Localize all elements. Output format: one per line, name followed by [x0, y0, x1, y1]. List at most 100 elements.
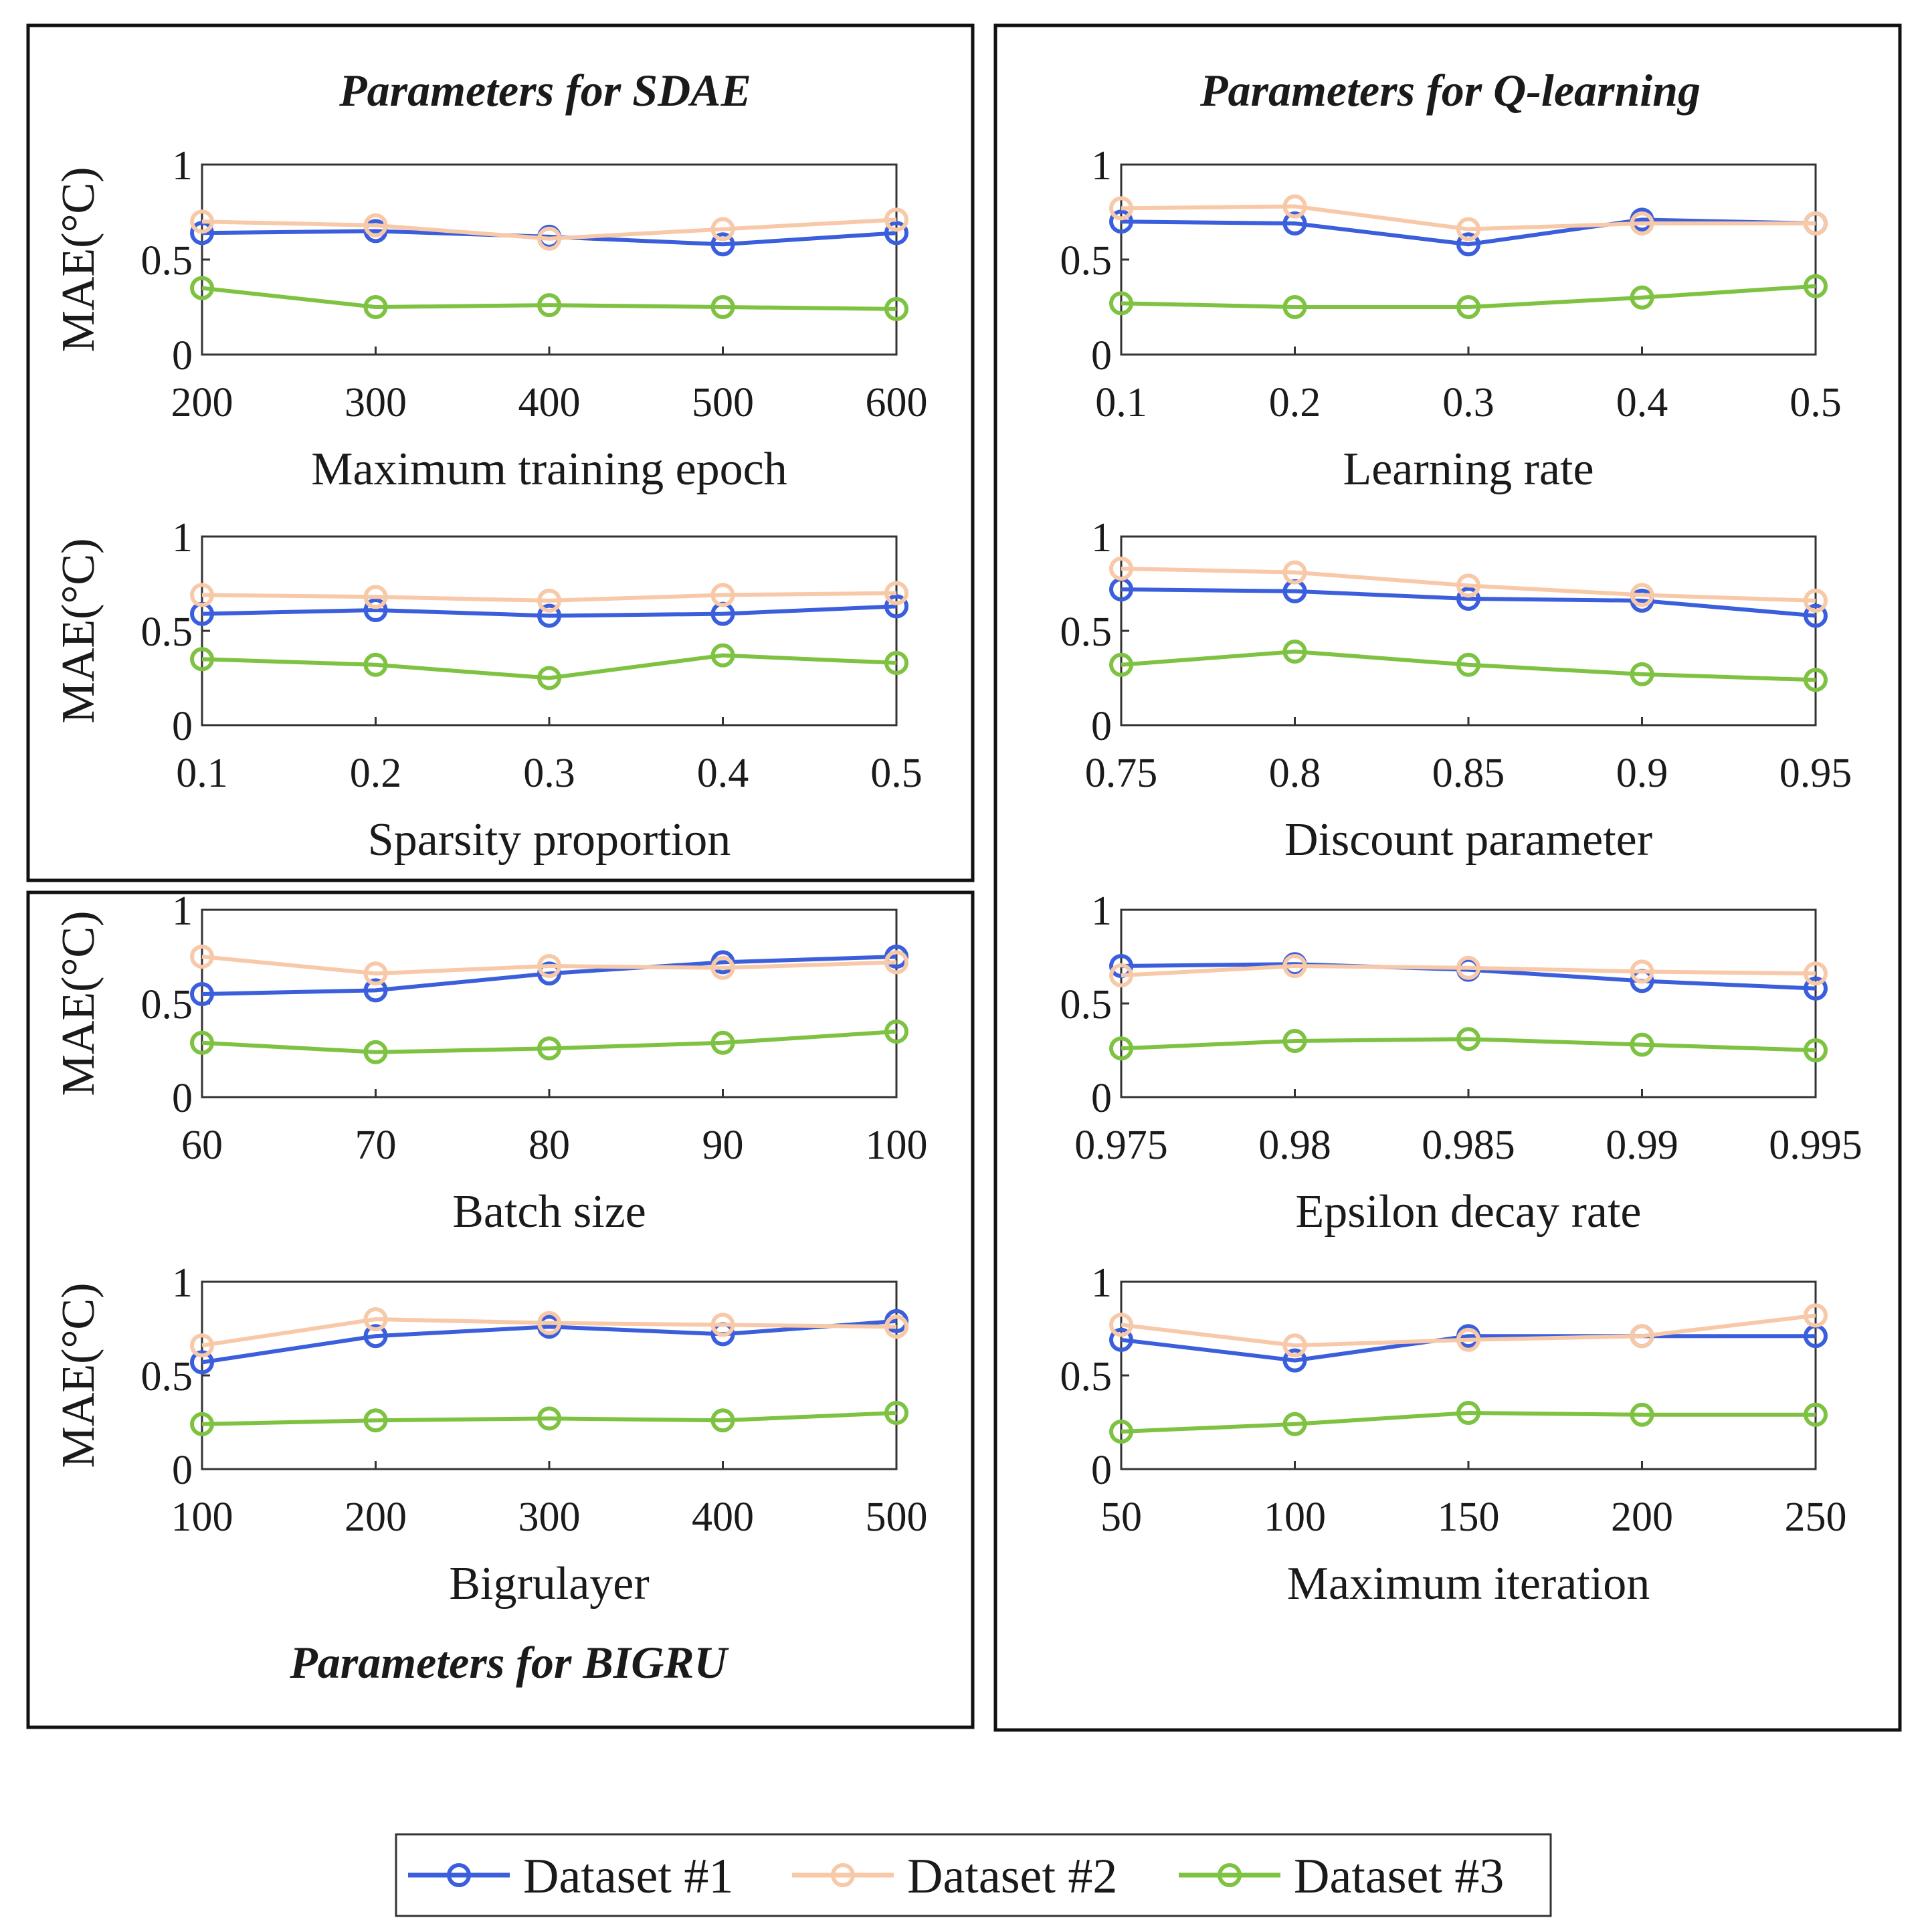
- x-tick-label: 0.1: [1095, 380, 1147, 425]
- data-point-dataset-3: [190, 276, 214, 300]
- data-point-dataset-3: [884, 296, 908, 321]
- data-point-dataset-3: [1456, 652, 1480, 677]
- data-point-dataset-3: [1109, 652, 1133, 677]
- series-line-dataset-3: [201, 1411, 897, 1426]
- x-tick-label: 70: [355, 1123, 397, 1168]
- x-tick-label: 0.1: [176, 751, 228, 796]
- data-point-dataset-2: [710, 583, 735, 607]
- series-line-dataset-1: [1121, 1334, 1816, 1363]
- y-axis-label: MAE(°C): [53, 1283, 104, 1468]
- data-point-dataset-2: [1804, 961, 1828, 986]
- subplot-7: 0 0.5 1 0.975 0.98 0.985 0.99 0.995 Epsilon deca…: [53, 888, 1862, 1238]
- x-tick-label: 80: [528, 1123, 570, 1168]
- data-point-dataset-2: [1109, 1313, 1133, 1337]
- x-tick-label: 300: [518, 1494, 581, 1540]
- series-line-dataset-2: [201, 217, 897, 241]
- data-point-dataset-2: [537, 1311, 561, 1335]
- data-point-dataset-1: [537, 603, 561, 628]
- data-point-dataset-3: [1109, 1036, 1133, 1061]
- data-point-dataset-3: [363, 295, 388, 319]
- x-tick-label: 60: [181, 1123, 223, 1168]
- series-line-dataset-1: [201, 604, 897, 618]
- data-point-dataset-3: [1456, 1027, 1480, 1052]
- x-tick-label: 0.2: [1269, 380, 1321, 425]
- data-point-dataset-2: [1630, 583, 1654, 607]
- y-tick-label: 1: [172, 888, 193, 934]
- data-point-dataset-2: [1282, 1333, 1307, 1358]
- data-point-dataset-1: [363, 597, 388, 622]
- series-line-dataset-2: [201, 1317, 897, 1348]
- x-tick-label: 0.975: [1074, 1123, 1168, 1168]
- data-point-dataset-3: [884, 1020, 908, 1044]
- legend-entry-dataset-1: Dataset #1: [408, 1849, 733, 1904]
- series-line-dataset-1: [1121, 587, 1816, 618]
- x-axis-label: Sparsity proportion: [368, 814, 731, 866]
- data-point-dataset-3: [884, 650, 908, 675]
- data-point-dataset-3: [537, 666, 561, 690]
- y-tick-label: 0.5: [141, 1354, 193, 1399]
- data-point-dataset-3: [1456, 295, 1480, 319]
- data-point-dataset-3: [1456, 1401, 1480, 1425]
- y-tick-label: 1: [172, 515, 193, 561]
- data-point-dataset-3: [710, 1408, 735, 1433]
- data-point-dataset-2: [190, 583, 214, 607]
- data-point-dataset-3: [710, 295, 735, 319]
- x-tick-label: 0.5: [870, 751, 923, 796]
- data-point-dataset-3: [1804, 1038, 1828, 1062]
- y-axis-label: MAE(°C): [53, 1283, 104, 1468]
- y-tick-label: 0.5: [141, 982, 193, 1028]
- x-tick-label: 0.5: [1790, 380, 1842, 425]
- legend-marker-dataset-3: [1218, 1863, 1242, 1887]
- x-tick-label: 150: [1438, 1494, 1500, 1540]
- y-tick-label: 0.5: [1060, 238, 1113, 284]
- legend-marker-dataset-1: [447, 1863, 471, 1887]
- axes-frame: [201, 535, 898, 727]
- series-line-dataset-3: [201, 286, 897, 311]
- x-tick-label: 200: [1611, 1494, 1673, 1540]
- sdae-group-title: Parameters for SDAE: [339, 65, 751, 116]
- x-tick-label: 100: [1264, 1494, 1326, 1540]
- subplot-1: 0 0.5 1 200 300 400 500 600 Maximum training epo…: [53, 143, 928, 495]
- y-tick-label: 0.5: [141, 609, 193, 655]
- data-point-dataset-1: [1804, 976, 1828, 1001]
- y-tick-label: 0: [1091, 1448, 1112, 1493]
- data-point-dataset-2: [710, 955, 735, 980]
- x-axis-label: Bigrulayer: [449, 1558, 649, 1610]
- subplot-3: 0 0.5 1 60 70 80 90 100 Batch size MAE(°C): [53, 888, 928, 1238]
- y-axis-label: MAE(°C): [53, 911, 104, 1096]
- x-tick-label: 0.995: [1769, 1123, 1862, 1168]
- x-tick-label: 0.85: [1432, 751, 1505, 796]
- data-point-dataset-3: [1109, 291, 1133, 316]
- data-point-dataset-2: [884, 1315, 908, 1339]
- data-point-dataset-1: [1109, 954, 1133, 978]
- x-axis-label: Batch size: [452, 1186, 646, 1238]
- series-line-dataset-3: [201, 1030, 897, 1054]
- data-point-dataset-2: [1630, 211, 1654, 236]
- qlearning-group-title: Parameters for Q-learning: [1199, 65, 1701, 116]
- axes-frame: [1120, 1280, 1817, 1470]
- data-point-dataset-3: [710, 643, 735, 668]
- series-line-dataset-2: [1121, 566, 1816, 603]
- series-line-dataset-3: [1121, 1037, 1816, 1052]
- series-line-dataset-3: [1121, 650, 1816, 682]
- data-point-dataset-1: [1109, 1327, 1133, 1352]
- series-line-dataset-2: [201, 591, 897, 603]
- data-point-dataset-2: [1804, 211, 1828, 236]
- y-tick-label: 0: [1091, 333, 1112, 379]
- y-tick-label: 0: [172, 1076, 193, 1121]
- x-tick-label: 200: [345, 1494, 407, 1540]
- data-point-dataset-1: [1804, 603, 1828, 628]
- data-point-dataset-3: [710, 1030, 735, 1055]
- x-axis-label: Learning rate: [1343, 444, 1594, 495]
- data-point-dataset-3: [537, 293, 561, 318]
- x-tick-label: 500: [692, 380, 754, 425]
- y-tick-label: 0: [172, 1448, 193, 1493]
- data-point-dataset-1: [537, 961, 561, 986]
- series-line-dataset-3: [1121, 284, 1816, 309]
- x-tick-label: 500: [866, 1494, 928, 1540]
- series-line-dataset-1: [201, 955, 897, 996]
- data-point-dataset-1: [884, 594, 908, 619]
- data-point-dataset-1: [1282, 1348, 1307, 1373]
- data-point-dataset-3: [1804, 1402, 1828, 1427]
